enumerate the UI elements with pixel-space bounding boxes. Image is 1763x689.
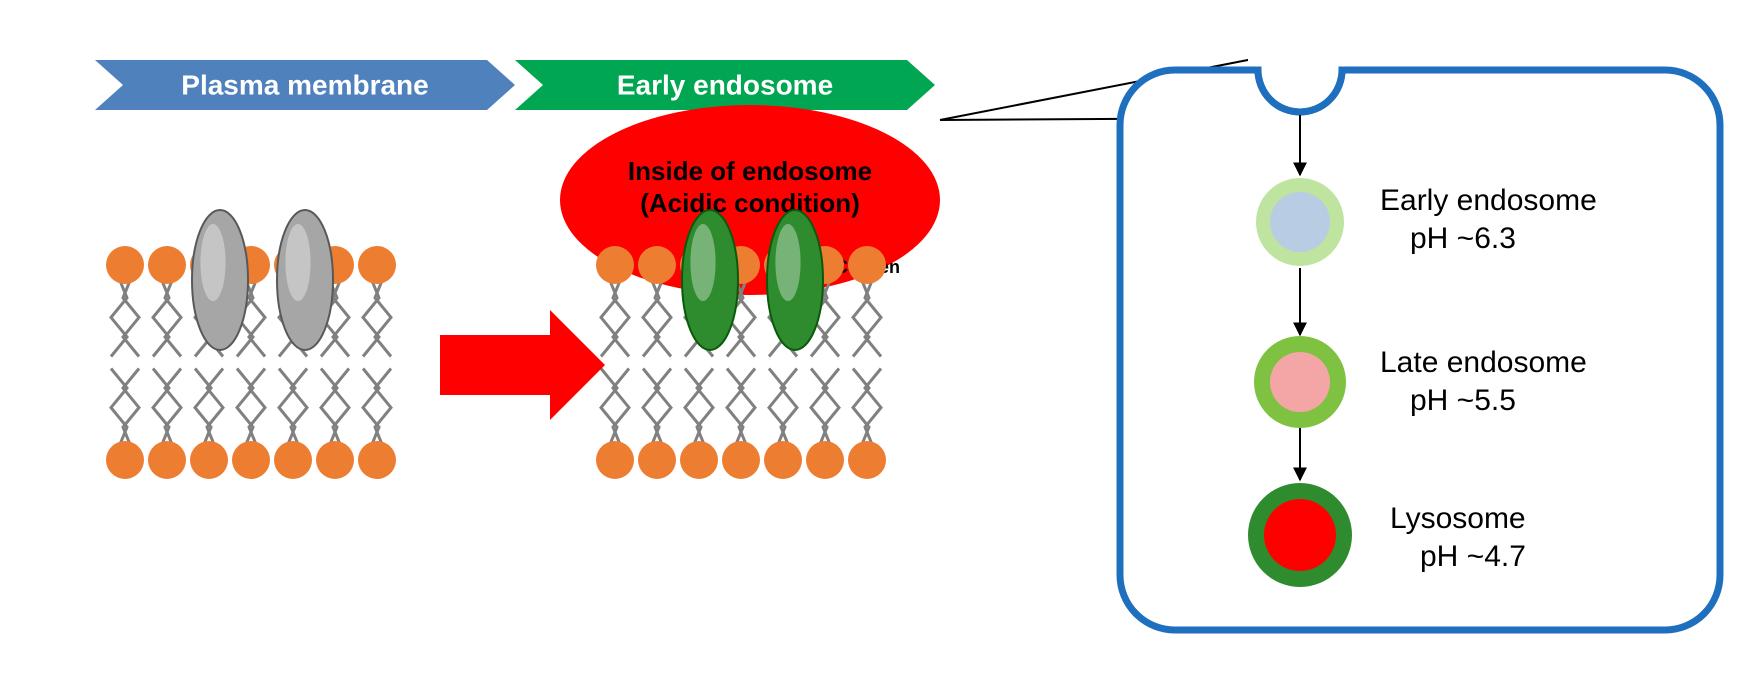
- lipid-head-icon: [848, 441, 886, 479]
- transition-arrow-icon: [440, 310, 605, 420]
- lipid-head-icon: [638, 246, 676, 284]
- endosome-blob-line2: (Acidic condition): [640, 188, 860, 218]
- lipid-head-icon: [596, 246, 634, 284]
- stage-label: Late endosome: [1380, 346, 1587, 379]
- bilayer-plasma-membrane: [106, 210, 396, 479]
- stage-core-icon: [1270, 352, 1330, 412]
- lipid-head-icon: [806, 441, 844, 479]
- stage-core-icon: [1264, 499, 1336, 571]
- banner-plasma-membrane-label: Plasma membrane: [181, 70, 428, 101]
- lipid-head-icon: [596, 441, 634, 479]
- stage-ph-label: pH ~5.5: [1410, 384, 1516, 417]
- lipid-head-icon: [232, 441, 270, 479]
- lipid-head-icon: [638, 441, 676, 479]
- lipid-head-icon: [274, 441, 312, 479]
- lipid-head-icon: [148, 441, 186, 479]
- lipid-head-icon: [106, 246, 144, 284]
- lipid-head-icon: [848, 246, 886, 284]
- lipid-head-icon: [358, 441, 396, 479]
- stage-ph-label: pH ~6.3: [1410, 222, 1516, 255]
- stage-label: Early endosome: [1380, 184, 1597, 217]
- endosome-blob-line1: Inside of endosome: [628, 156, 872, 186]
- banner-early-endosome-label: Early endosome: [617, 70, 833, 101]
- lipid-head-icon: [148, 246, 186, 284]
- lipid-head-icon: [764, 441, 802, 479]
- lipid-head-icon: [680, 441, 718, 479]
- lipid-head-icon: [358, 246, 396, 284]
- stage-label: Lysosome: [1390, 502, 1526, 535]
- lipid-head-icon: [106, 441, 144, 479]
- lipid-head-icon: [722, 441, 760, 479]
- stage-ph-label: pH ~4.7: [1420, 540, 1526, 573]
- lipid-head-icon: [190, 441, 228, 479]
- stage-core-icon: [1270, 192, 1330, 252]
- lipid-head-icon: [316, 441, 354, 479]
